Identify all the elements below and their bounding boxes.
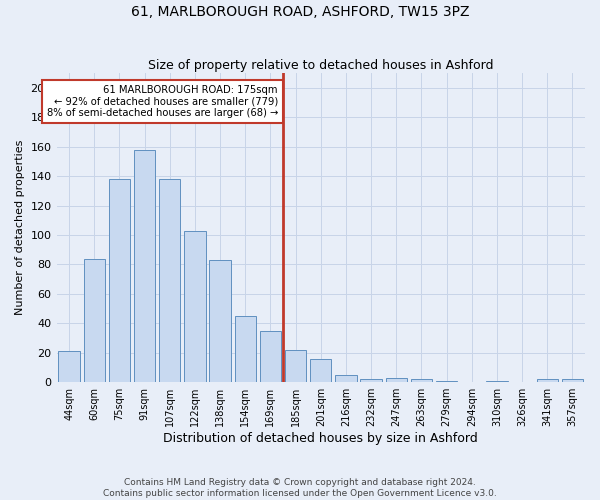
- Bar: [260, 330, 281, 382]
- Bar: [159, 179, 181, 382]
- Bar: [411, 380, 432, 382]
- Bar: [536, 380, 558, 382]
- Y-axis label: Number of detached properties: Number of detached properties: [15, 140, 25, 316]
- Bar: [562, 380, 583, 382]
- X-axis label: Distribution of detached houses by size in Ashford: Distribution of detached houses by size …: [163, 432, 478, 445]
- Bar: [386, 378, 407, 382]
- Text: 61 MARLBOROUGH ROAD: 175sqm
← 92% of detached houses are smaller (779)
8% of sem: 61 MARLBOROUGH ROAD: 175sqm ← 92% of det…: [47, 85, 278, 118]
- Bar: [109, 179, 130, 382]
- Bar: [209, 260, 231, 382]
- Bar: [361, 380, 382, 382]
- Bar: [285, 350, 307, 382]
- Text: Contains HM Land Registry data © Crown copyright and database right 2024.
Contai: Contains HM Land Registry data © Crown c…: [103, 478, 497, 498]
- Bar: [310, 358, 331, 382]
- Bar: [335, 375, 356, 382]
- Bar: [235, 316, 256, 382]
- Bar: [486, 380, 508, 382]
- Bar: [184, 230, 206, 382]
- Bar: [134, 150, 155, 382]
- Bar: [83, 258, 105, 382]
- Bar: [58, 352, 80, 382]
- Text: 61, MARLBOROUGH ROAD, ASHFORD, TW15 3PZ: 61, MARLBOROUGH ROAD, ASHFORD, TW15 3PZ: [131, 5, 469, 19]
- Bar: [436, 380, 457, 382]
- Title: Size of property relative to detached houses in Ashford: Size of property relative to detached ho…: [148, 59, 494, 72]
